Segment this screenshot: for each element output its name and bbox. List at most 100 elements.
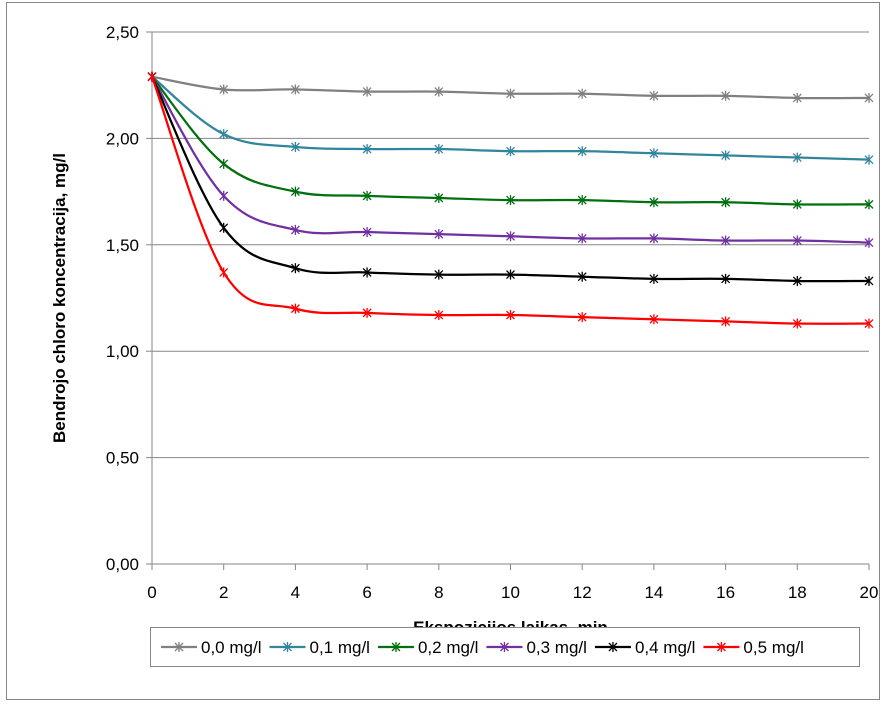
series-4 xyxy=(147,71,874,286)
data-point xyxy=(721,235,731,246)
data-point xyxy=(792,275,802,286)
legend-item: 0,1 mg/l xyxy=(269,638,370,657)
x-tick-labels: 0 2 4 6 8 10 12 14 16 18 20 xyxy=(147,583,878,602)
legend-items: 0,0 mg/l 0,1 mg/l 0,2 mg/l 0,3 mg/l 0,4 mg/l… xyxy=(161,638,804,657)
data-point xyxy=(362,190,372,201)
legend-marker xyxy=(391,642,401,652)
legend-label: 0,3 mg/l xyxy=(526,638,586,657)
data-point xyxy=(649,90,659,101)
data-point xyxy=(506,269,515,280)
series-0 xyxy=(147,71,874,103)
series-2 xyxy=(147,71,874,210)
data-point xyxy=(649,233,659,244)
data-point xyxy=(864,199,874,210)
data-point xyxy=(362,227,372,238)
series-3 xyxy=(147,71,874,248)
data-point xyxy=(577,88,587,99)
series-line xyxy=(150,76,870,283)
legend: 0,0 mg/l 0,1 mg/l 0,2 mg/l 0,3 mg/l 0,4 mg/l… xyxy=(150,627,860,667)
data-point xyxy=(721,197,731,208)
data-point xyxy=(649,197,659,208)
data-point xyxy=(219,222,229,233)
data-point xyxy=(792,152,802,163)
series-line xyxy=(151,76,870,244)
legend-item: 0,4 mg/l xyxy=(594,638,695,657)
data-point xyxy=(792,235,802,246)
y-tick-label: 0,00 xyxy=(106,555,139,574)
data-point xyxy=(362,86,372,97)
data-point xyxy=(577,271,587,282)
data-point xyxy=(577,312,587,323)
data-point xyxy=(219,158,229,169)
data-point xyxy=(362,267,372,278)
data-point xyxy=(649,273,659,284)
data-point xyxy=(864,318,874,329)
data-point xyxy=(506,231,515,242)
data-point xyxy=(506,88,515,99)
y-tick-label: 2,50 xyxy=(106,23,139,42)
series-1 xyxy=(147,71,874,165)
data-point xyxy=(219,190,229,201)
data-point xyxy=(792,318,802,329)
data-point xyxy=(290,224,300,235)
y-tick-label: 0,50 xyxy=(106,449,139,468)
x-tick-label: 0 xyxy=(147,583,156,602)
legend-marker xyxy=(174,642,184,652)
x-tick-label: 8 xyxy=(434,583,443,602)
legend-item: 0,2 mg/l xyxy=(377,638,478,657)
data-point xyxy=(290,84,300,95)
data-point xyxy=(434,229,444,240)
data-point xyxy=(434,269,444,280)
data-point xyxy=(721,316,731,327)
data-point xyxy=(147,71,157,82)
data-point xyxy=(362,144,372,155)
x-tick-label: 10 xyxy=(501,583,520,602)
y-tick-label: 1,00 xyxy=(106,342,139,361)
data-point xyxy=(434,144,444,155)
data-point xyxy=(434,86,444,97)
data-point xyxy=(792,92,802,103)
data-point xyxy=(721,90,731,101)
data-point xyxy=(649,148,659,159)
legend-label: 0,0 mg/l xyxy=(201,638,261,657)
gridlines xyxy=(152,31,869,459)
legend-item: 0,0 mg/l xyxy=(161,638,261,657)
legend-marker xyxy=(499,642,509,652)
y-tick-label: 1,50 xyxy=(106,236,139,255)
legend-label: 0,4 mg/l xyxy=(635,638,695,657)
legend-label: 0,1 mg/l xyxy=(309,638,369,657)
legend-item: 0,3 mg/l xyxy=(486,638,587,657)
axes xyxy=(146,31,870,570)
data-point xyxy=(864,237,874,248)
x-tick-label: 14 xyxy=(644,583,663,602)
data-point xyxy=(506,195,515,206)
data-point xyxy=(219,267,229,278)
legend-marker xyxy=(283,642,292,652)
data-point xyxy=(577,195,587,206)
y-axis-title: Bendrojo chloro koncentracija, mg/l xyxy=(50,153,69,443)
legend-item: 0,5 mg/l xyxy=(703,638,804,657)
data-point xyxy=(721,273,731,284)
series-lines xyxy=(147,71,874,329)
x-tick-label: 20 xyxy=(860,583,879,602)
legend-marker xyxy=(608,642,618,652)
data-point xyxy=(434,310,444,321)
x-tick-label: 4 xyxy=(291,583,300,602)
data-point xyxy=(290,141,300,152)
data-point xyxy=(649,314,659,325)
data-point xyxy=(362,307,372,318)
data-point xyxy=(792,199,802,210)
data-point xyxy=(577,233,587,244)
data-point xyxy=(506,310,515,321)
legend-marker xyxy=(716,642,726,652)
legend-label: 0,5 mg/l xyxy=(743,638,803,657)
series-5 xyxy=(147,71,874,329)
data-point xyxy=(721,150,731,161)
series-line xyxy=(150,76,870,325)
data-point xyxy=(290,186,300,197)
x-tick-label: 12 xyxy=(573,583,592,602)
x-tick-label: 16 xyxy=(716,583,735,602)
data-point xyxy=(864,275,874,286)
legend-label: 0,2 mg/l xyxy=(418,638,478,657)
